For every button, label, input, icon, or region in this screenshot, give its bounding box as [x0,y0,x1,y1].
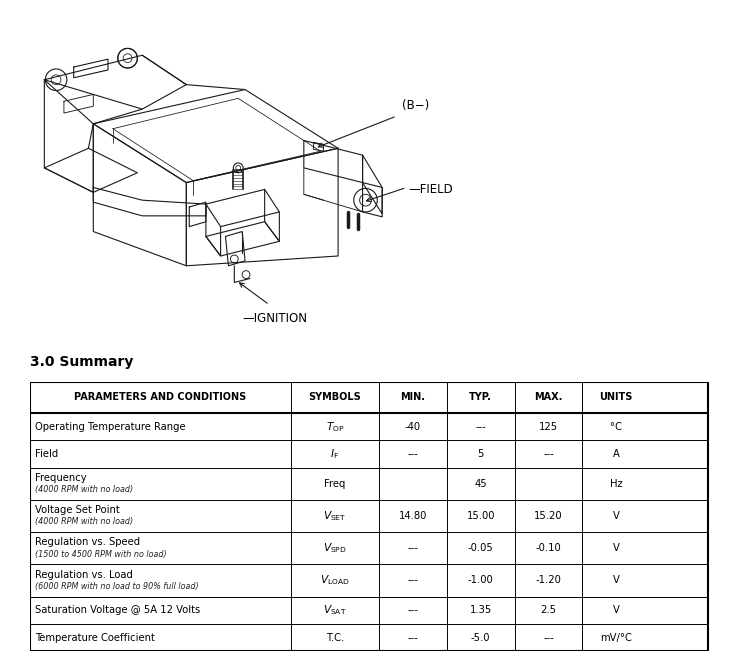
Text: 14.80: 14.80 [399,511,427,521]
Text: ---: --- [408,544,418,553]
Text: -0.05: -0.05 [468,544,494,553]
Text: $V_{\rm LOAD}$: $V_{\rm LOAD}$ [320,574,350,588]
Text: $T_{\rm OP}$: $T_{\rm OP}$ [325,420,344,434]
Text: -1.20: -1.20 [536,576,562,586]
Text: —FIELD: —FIELD [408,183,453,196]
Text: Field: Field [35,449,58,459]
Text: SYMBOLS: SYMBOLS [309,392,361,402]
Text: ---: --- [543,633,554,643]
Text: 1.35: 1.35 [470,605,491,615]
Text: Saturation Voltage @ 5A 12 Volts: Saturation Voltage @ 5A 12 Volts [35,605,200,615]
Text: Hz: Hz [610,479,622,489]
Text: 2.5: 2.5 [541,605,557,615]
Text: (4000 RPM with no load): (4000 RPM with no load) [35,485,134,494]
Text: (B−): (B−) [402,99,429,112]
Text: °C: °C [610,422,622,432]
Text: (4000 RPM with no load): (4000 RPM with no load) [35,517,134,526]
Text: MAX.: MAX. [534,392,562,402]
Text: 15.00: 15.00 [467,511,495,521]
Text: ---: --- [408,633,418,643]
Text: V: V [613,544,619,553]
Text: 125: 125 [539,422,558,432]
Text: V: V [613,605,619,615]
Text: Freq: Freq [325,479,346,489]
Text: $V_{\rm SPD}$: $V_{\rm SPD}$ [323,542,347,555]
Text: Voltage Set Point: Voltage Set Point [35,505,120,515]
Text: ---: --- [543,449,554,459]
Text: ---: --- [475,422,486,432]
Text: -1.00: -1.00 [468,576,494,586]
Text: 15.20: 15.20 [534,511,562,521]
Text: ---: --- [408,605,418,615]
Text: Regulation vs. Load: Regulation vs. Load [35,570,133,580]
Text: T.C.: T.C. [326,633,344,643]
Text: Regulation vs. Speed: Regulation vs. Speed [35,538,141,547]
Text: (1500 to 4500 RPM with no load): (1500 to 4500 RPM with no load) [35,549,167,559]
Text: Temperature Coefficient: Temperature Coefficient [35,633,156,643]
Text: Frequency: Frequency [35,473,87,483]
Text: mV/°C: mV/°C [601,633,632,643]
Text: UNITS: UNITS [600,392,633,402]
Text: Operating Temperature Range: Operating Temperature Range [35,422,186,432]
Text: ---: --- [408,449,418,459]
Text: $V_{\rm SET}$: $V_{\rm SET}$ [323,509,346,523]
Text: —IGNITION: —IGNITION [242,312,307,325]
Text: V: V [613,576,619,586]
Text: 3.0 Summary: 3.0 Summary [30,355,133,369]
Text: PARAMETERS AND CONDITIONS: PARAMETERS AND CONDITIONS [74,392,247,402]
Text: (6000 RPM with no load to 90% full load): (6000 RPM with no load to 90% full load) [35,582,199,591]
Text: TYP.: TYP. [469,392,492,402]
Text: $I_{\rm F}$: $I_{\rm F}$ [331,447,340,461]
Text: 45: 45 [474,479,487,489]
Text: MIN.: MIN. [400,392,426,402]
Text: ---: --- [408,576,418,586]
Text: -0.10: -0.10 [536,544,561,553]
Text: $V_{\rm SAT}$: $V_{\rm SAT}$ [323,603,347,617]
Text: -5.0: -5.0 [471,633,491,643]
Text: -40: -40 [405,422,421,432]
Text: V: V [613,511,619,521]
Text: A: A [613,449,619,459]
Text: 5: 5 [477,449,484,459]
